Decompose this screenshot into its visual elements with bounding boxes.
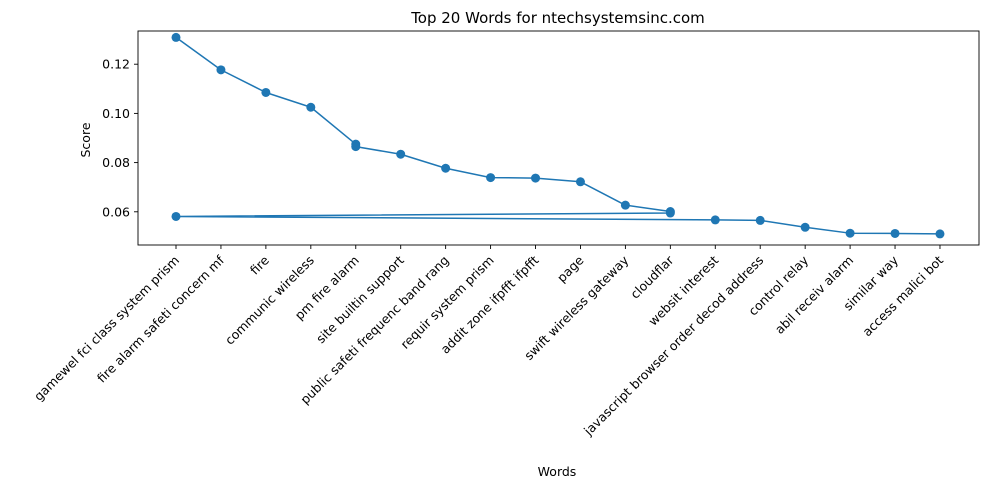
plot-frame bbox=[137, 30, 980, 246]
data-point bbox=[486, 173, 496, 183]
x-axis-label: Words bbox=[538, 464, 577, 479]
data-point bbox=[800, 222, 810, 232]
data-point bbox=[620, 200, 630, 210]
data-point bbox=[575, 177, 585, 187]
data-point bbox=[306, 102, 316, 112]
data-point bbox=[890, 228, 900, 238]
data-point bbox=[710, 215, 720, 225]
data-point bbox=[396, 149, 406, 159]
data-point bbox=[935, 229, 945, 239]
data-point bbox=[216, 65, 226, 75]
data-point bbox=[171, 211, 181, 221]
data-point bbox=[351, 142, 361, 152]
data-point bbox=[665, 208, 675, 218]
series-line bbox=[175, 36, 941, 235]
x-tick-label: site builtin support bbox=[313, 252, 407, 346]
y-tick-label: 0.10 bbox=[102, 106, 130, 121]
y-axis-label: Score bbox=[78, 122, 93, 157]
x-tick-label: abil receiv alarm bbox=[772, 253, 856, 337]
data-point bbox=[531, 173, 541, 183]
data-point bbox=[845, 228, 855, 238]
chart-title: Top 20 Words for ntechsystemsinc.com bbox=[410, 9, 705, 27]
y-tick-label: 0.08 bbox=[102, 155, 130, 170]
data-point bbox=[261, 87, 271, 97]
x-tick-label: access malici bot bbox=[859, 252, 946, 339]
x-tick-label: page bbox=[554, 252, 587, 285]
y-tick-label: 0.06 bbox=[102, 204, 130, 219]
y-tick-label: 0.12 bbox=[102, 57, 130, 72]
data-point bbox=[171, 32, 181, 42]
data-point bbox=[441, 163, 451, 173]
x-tick-label: fire bbox=[247, 252, 272, 277]
data-point bbox=[755, 215, 765, 225]
